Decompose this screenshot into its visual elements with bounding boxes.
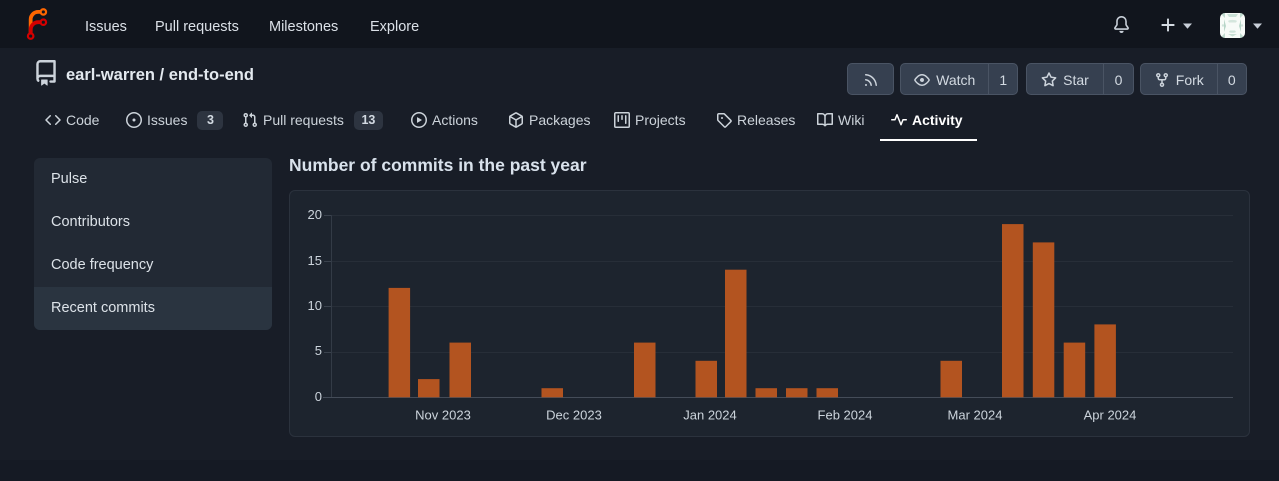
- svg-text:Dec 2023: Dec 2023: [546, 408, 602, 423]
- svg-text:Apr 2024: Apr 2024: [1084, 408, 1137, 423]
- svg-text:10: 10: [308, 298, 322, 313]
- svg-text:0: 0: [315, 389, 322, 404]
- svg-text:Feb 2024: Feb 2024: [818, 408, 873, 423]
- svg-text:15: 15: [308, 253, 322, 268]
- svg-text:Jan 2024: Jan 2024: [683, 408, 737, 423]
- svg-text:5: 5: [315, 343, 322, 358]
- svg-text:20: 20: [308, 207, 322, 222]
- svg-text:Nov 2023: Nov 2023: [415, 408, 471, 423]
- svg-text:Mar 2024: Mar 2024: [948, 408, 1003, 423]
